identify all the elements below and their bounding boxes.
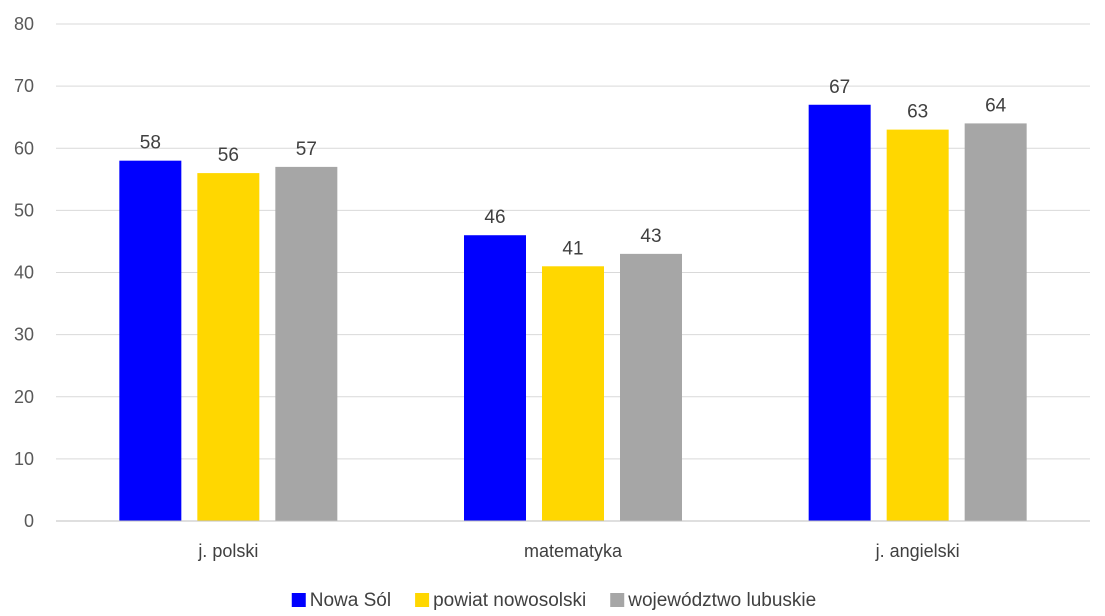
data-label: 63	[907, 102, 928, 123]
bar-2-0	[809, 105, 871, 521]
y-tick-label: 50	[14, 200, 34, 220]
category-label: j. polski	[197, 541, 258, 561]
category-label: j. angielski	[875, 541, 960, 561]
bar-0-2	[275, 167, 337, 521]
bar-0-1	[197, 173, 259, 521]
data-label: 58	[140, 133, 161, 154]
legend-item: powiat nowosolski	[415, 590, 586, 611]
bar-1-1	[542, 266, 604, 521]
legend-label: powiat nowosolski	[433, 590, 586, 611]
y-tick-label: 0	[24, 511, 34, 531]
data-label: 41	[562, 238, 583, 259]
data-label: 67	[829, 77, 850, 98]
legend-item: województwo lubuskie	[610, 590, 816, 611]
data-label: 56	[218, 145, 239, 166]
legend-swatch	[292, 593, 306, 607]
y-tick-label: 60	[14, 138, 34, 158]
legend-label: Nowa Sól	[310, 590, 391, 611]
data-label: 46	[484, 207, 505, 228]
legend-swatch	[415, 593, 429, 607]
data-labels: 58 56 57 46 41 43 67 63 64	[140, 77, 1007, 260]
y-tick-label: 70	[14, 76, 34, 96]
bar-0-0	[119, 161, 181, 521]
bar-2-1	[887, 130, 949, 521]
legend-label: województwo lubuskie	[627, 590, 816, 611]
y-tick-label: 40	[14, 263, 34, 283]
legend-item: Nowa Sól	[292, 590, 391, 611]
legend-swatch	[610, 593, 624, 607]
y-tick-label: 10	[14, 449, 34, 469]
y-tick-label: 80	[14, 14, 34, 34]
bars	[119, 105, 1026, 521]
y-tick-label: 20	[14, 387, 34, 407]
category-label: matematyka	[524, 541, 623, 561]
bar-2-2	[965, 123, 1027, 521]
data-label: 43	[640, 226, 661, 247]
data-label: 64	[985, 95, 1007, 116]
x-axis-categories: j. polski matematyka j. angielski	[197, 541, 959, 561]
bar-1-2	[620, 254, 682, 521]
data-label: 57	[296, 139, 317, 160]
legend: Nowa Sól powiat nowosolski województwo lub…	[292, 590, 816, 611]
y-axis-ticks: 0 10 20 30 40 50 60 70 80	[14, 14, 34, 531]
y-tick-label: 30	[14, 325, 34, 345]
bar-1-0	[464, 235, 526, 521]
